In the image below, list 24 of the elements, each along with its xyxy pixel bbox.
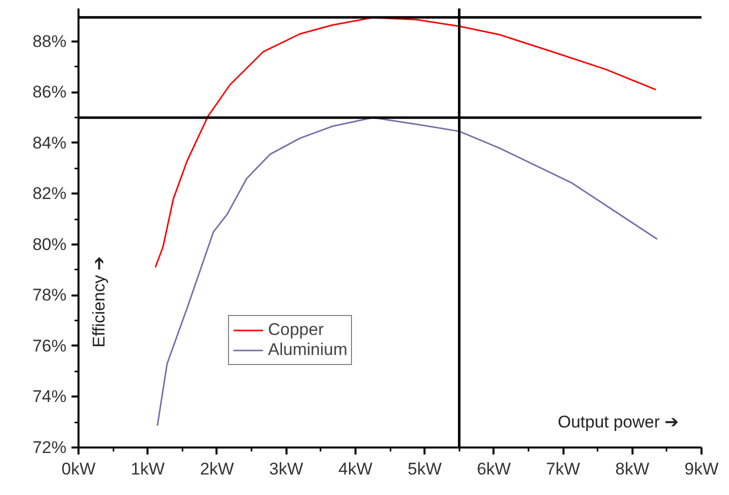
x-tick-label: 6kW <box>476 460 511 478</box>
y-tick-label: 72% <box>32 438 67 457</box>
y-tick-label: 76% <box>32 336 67 356</box>
legend-label: Aluminium <box>268 340 348 360</box>
x-tick-label: 4kW <box>338 460 372 478</box>
legend-label: Copper <box>268 320 324 340</box>
x-axis-title: Output power ➔ <box>558 412 678 432</box>
x-tick-label: 8kW <box>615 460 650 478</box>
y-tick-label: 86% <box>32 82 67 102</box>
x-tick-label: 0kW <box>62 460 96 478</box>
y-tick-label: 74% <box>32 387 67 406</box>
x-tick-label: 3kW <box>269 460 304 478</box>
y-tick-label: 78% <box>32 286 67 305</box>
x-tick-label: 2kW <box>200 460 234 478</box>
y-tick-label: 84% <box>32 133 67 152</box>
y-tick-label: 80% <box>32 234 67 254</box>
line-series <box>154 16 657 268</box>
x-tick-label: 7kW <box>546 460 580 478</box>
x-tick-label: 9kW <box>684 460 718 478</box>
x-tick-label: 5kW <box>408 460 442 478</box>
y-tick-label: 82% <box>32 184 67 204</box>
y-tick-label: 88% <box>32 32 67 51</box>
x-tick-label: 1kW <box>130 460 165 478</box>
y-axis-title: Efficiency ➔ <box>90 256 108 348</box>
